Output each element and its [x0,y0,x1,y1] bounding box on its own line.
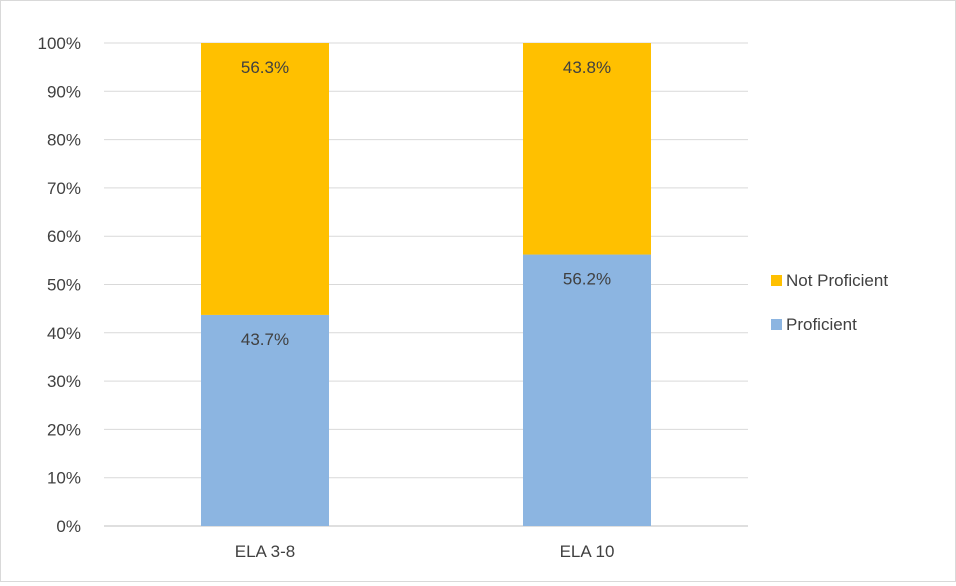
x-axis: ELA 3-8 ELA 10 [235,542,615,561]
bars: 43.7% 56.3% 56.2% 43.8% [201,43,651,526]
bar-segment [523,43,651,255]
legend-swatch [771,275,782,286]
legend-label: Proficient [786,315,857,334]
data-label: 43.7% [241,330,289,349]
x-category-label: ELA 3-8 [235,542,296,561]
y-axis: 0% 10% 20% 30% 40% 50% 60% 70% 80% 90% 100% [38,34,81,536]
data-label: 43.8% [563,58,611,77]
y-tick-label: 100% [38,34,81,53]
data-label: 56.3% [241,58,289,77]
data-label: 56.2% [563,270,611,289]
legend-swatch [771,319,782,330]
y-tick-label: 90% [47,82,81,101]
bar-segment [201,314,329,526]
y-tick-label: 0% [56,517,81,536]
legend-label: Not Proficient [786,271,888,290]
y-tick-label: 10% [47,469,81,488]
y-tick-label: 30% [47,372,81,391]
y-tick-label: 40% [47,324,81,343]
legend: Not Proficient Proficient [771,271,888,334]
bar-segment [201,43,329,315]
y-tick-label: 70% [47,179,81,198]
y-tick-label: 50% [47,276,81,295]
y-tick-label: 60% [47,227,81,246]
y-tick-label: 80% [47,131,81,150]
gridlines [104,42,748,527]
y-tick-label: 20% [47,420,81,439]
bar-segment [523,254,651,526]
x-category-label: ELA 10 [560,542,615,561]
